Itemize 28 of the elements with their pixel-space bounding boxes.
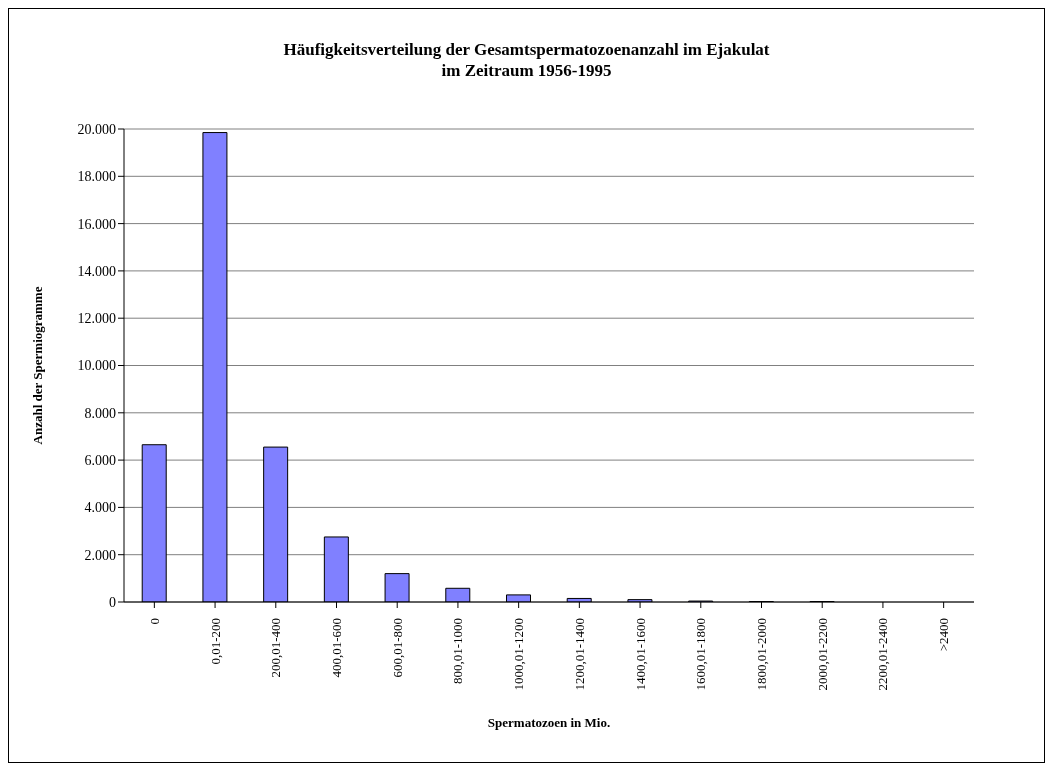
x-tick-label: 1400,01-1600 bbox=[632, 618, 648, 691]
y-tick-label: 8.000 bbox=[84, 405, 116, 421]
y-tick-label: 12.000 bbox=[77, 311, 116, 327]
chart-title: Häufigkeitsverteilung der Gesamtspermatozoenanzahl im Ejakulat im Zeitraum 1956-1995 bbox=[282, 39, 771, 81]
x-tick-label: 1000,01-1200 bbox=[511, 618, 527, 691]
y-tick-label: 4.000 bbox=[84, 500, 116, 516]
x-tick-label: 800,01-1000 bbox=[450, 618, 466, 685]
x-tick-label: 200,01-400 bbox=[268, 618, 284, 678]
y-axis-title: Anzahl der Spermiogramme bbox=[29, 286, 45, 445]
y-tick-label: 16.000 bbox=[77, 216, 116, 232]
x-tick-label: 0,01-200 bbox=[207, 618, 223, 665]
x-tick-label: 1800,01-2000 bbox=[754, 618, 769, 691]
y-tick-label: 14.000 bbox=[77, 263, 116, 279]
x-tick-label: 400,01-600 bbox=[329, 618, 344, 678]
x-tick-label: 0 bbox=[146, 618, 162, 625]
y-tick-label: 6.000 bbox=[84, 453, 116, 469]
y-tick-label: 20.000 bbox=[77, 121, 116, 137]
y-tick-label: 10.000 bbox=[77, 358, 116, 374]
y-tick-label: 18.000 bbox=[77, 169, 116, 185]
x-tick-label: >2400 bbox=[936, 618, 952, 652]
y-tick-label: 2.000 bbox=[84, 547, 116, 563]
x-axis-title: Spermatozoen in Mio. bbox=[487, 715, 611, 730]
x-tick-label: 2200,01-2400 bbox=[875, 618, 891, 691]
x-tick-label: 600,01-800 bbox=[389, 618, 405, 678]
x-tick-label: 2000,01-2200 bbox=[814, 618, 830, 691]
x-tick-label: 1600,01-1800 bbox=[693, 618, 709, 691]
x-tick-label: 1200,01-1400 bbox=[571, 618, 587, 691]
y-tick-label: 0 bbox=[109, 594, 116, 610]
